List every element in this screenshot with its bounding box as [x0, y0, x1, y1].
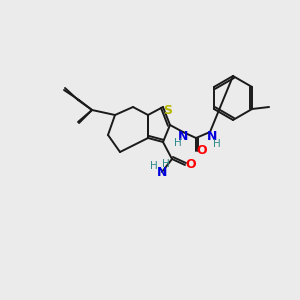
Text: N: N	[178, 130, 188, 143]
Text: O: O	[197, 145, 207, 158]
Text: H: H	[213, 139, 221, 149]
Text: S: S	[164, 104, 172, 118]
Text: O: O	[186, 158, 196, 172]
Text: H: H	[174, 138, 182, 148]
Text: H: H	[162, 159, 170, 169]
Text: N: N	[207, 130, 217, 143]
Text: N: N	[157, 166, 167, 178]
Text: H: H	[150, 161, 158, 171]
